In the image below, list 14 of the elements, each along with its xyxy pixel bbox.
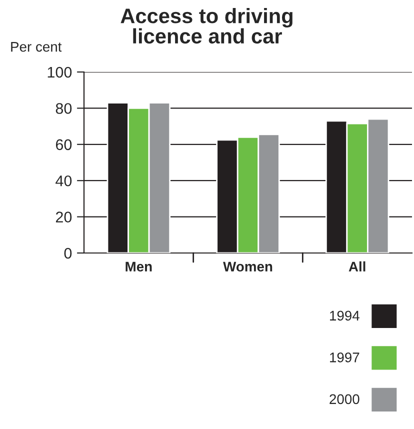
y-tick-label: 60	[56, 139, 72, 150]
legend-label: 1994	[330, 310, 360, 321]
x-tick-label: All	[348, 261, 366, 272]
y-tick-label: 20	[56, 212, 72, 222]
y-tick-label: 100	[48, 66, 72, 78]
x-tick-label: Men	[126, 262, 152, 272]
y-tick-label: 40	[56, 175, 72, 186]
x-tick-label: Women	[223, 262, 272, 272]
y-axis-title: Per cent	[11, 42, 62, 52]
legend-label: 1997	[330, 352, 360, 362]
y-tick-label: 0	[64, 248, 72, 259]
y-tick-label: 80	[56, 103, 72, 114]
legend-label: 2000	[330, 394, 360, 404]
chart-title: Access to driving licence and car	[120, 8, 292, 44]
